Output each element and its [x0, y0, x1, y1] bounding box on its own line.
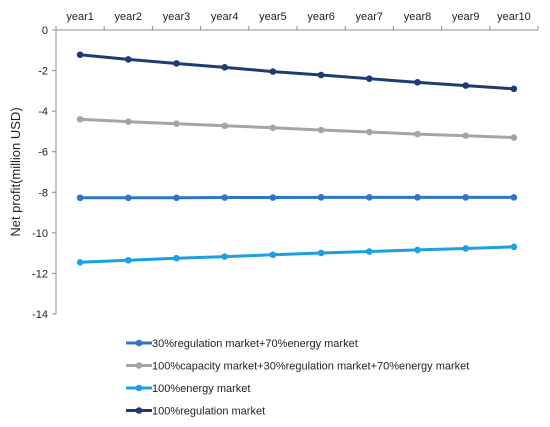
series-3	[76, 243, 518, 266]
legend-label: 100%regulation market	[152, 406, 265, 418]
data-point	[125, 56, 132, 63]
data-point	[76, 258, 84, 266]
legend-swatch-marker	[135, 362, 143, 369]
data-point	[462, 82, 470, 89]
x-tick-label: year8	[404, 11, 432, 23]
legend-swatch-marker	[135, 384, 143, 392]
data-point	[414, 130, 421, 138]
y-tick-label: 0	[42, 25, 48, 37]
data-point	[414, 79, 421, 86]
legend-swatch-marker	[135, 339, 143, 347]
series-line	[78, 117, 516, 140]
data-point	[76, 194, 84, 202]
data-point	[173, 194, 180, 202]
data-point	[366, 75, 373, 82]
legend-item: 30%regulation market+70%energy market	[126, 338, 358, 350]
data-point	[317, 71, 325, 79]
y-tick-label: -12	[32, 268, 48, 280]
series-2	[76, 115, 518, 141]
x-tick-label: year3	[163, 11, 191, 23]
data-point	[317, 194, 325, 201]
legend-item: 100%energy market	[126, 383, 250, 395]
data-point	[173, 254, 180, 262]
data-point	[462, 132, 470, 139]
y-tick-label: -2	[38, 66, 48, 78]
y-tick-label: -4	[38, 106, 48, 118]
series-1	[76, 194, 518, 202]
data-point	[510, 194, 518, 201]
data-point	[366, 194, 373, 201]
data-point	[125, 256, 132, 264]
x-tick-label: year10	[497, 11, 531, 23]
x-tick-label: year2	[115, 11, 143, 23]
data-point	[414, 194, 421, 201]
data-point	[462, 194, 470, 201]
y-tick-label: -10	[32, 228, 48, 240]
data-point	[510, 134, 518, 141]
legend-swatch-marker	[135, 407, 143, 414]
legend-label: 100%capacity market+30%regulation market…	[152, 361, 469, 373]
data-point	[76, 51, 84, 59]
series-4	[76, 51, 518, 93]
series-line	[78, 53, 516, 91]
data-point	[414, 246, 421, 254]
data-point	[269, 194, 277, 201]
data-point	[76, 115, 84, 123]
data-point	[125, 118, 132, 125]
legend-item: 100%capacity market+30%regulation market…	[126, 361, 469, 373]
y-tick-labels: 0 -2 -4 -6 -8 -10 -12 -14	[32, 25, 48, 321]
data-point	[317, 126, 325, 134]
y-axis-title: Net profit(million USD)	[8, 107, 23, 236]
data-point	[510, 85, 518, 93]
legend: 30%regulation market+70%energy market 100…	[126, 338, 469, 418]
x-tick-labels: year1 year2 year3 year4 year5 year6 year7 year8…	[66, 11, 530, 23]
data-point	[269, 124, 277, 132]
data-point	[125, 194, 132, 202]
data-point	[366, 248, 373, 255]
data-point	[173, 120, 180, 128]
x-tick-label: year9	[452, 11, 480, 23]
series-line	[78, 245, 516, 264]
x-tick-label: year1	[66, 11, 94, 23]
data-point	[317, 249, 325, 257]
data-point	[366, 128, 373, 136]
x-tick-label: year4	[211, 11, 239, 23]
y-tick-label: -8	[38, 187, 48, 199]
x-tick-label: year5	[259, 11, 287, 23]
data-point	[221, 122, 228, 130]
data-point	[221, 64, 228, 71]
data-point	[510, 243, 518, 251]
data-point	[221, 253, 228, 260]
data-point	[269, 68, 277, 75]
data-point	[173, 60, 180, 67]
data-point	[221, 194, 228, 201]
legend-label: 100%energy market	[152, 383, 250, 395]
x-tick-label: year7	[356, 11, 384, 23]
legend-item: 100%regulation market	[126, 406, 265, 418]
x-tick-label: year6	[307, 11, 335, 23]
y-tick-label: -6	[38, 147, 48, 159]
axes	[52, 26, 539, 315]
legend-label: 30%regulation market+70%energy market	[152, 338, 358, 350]
data-point	[269, 251, 277, 259]
data-point	[462, 245, 470, 252]
series-layer	[76, 51, 518, 266]
y-tick-label: -14	[32, 309, 48, 321]
